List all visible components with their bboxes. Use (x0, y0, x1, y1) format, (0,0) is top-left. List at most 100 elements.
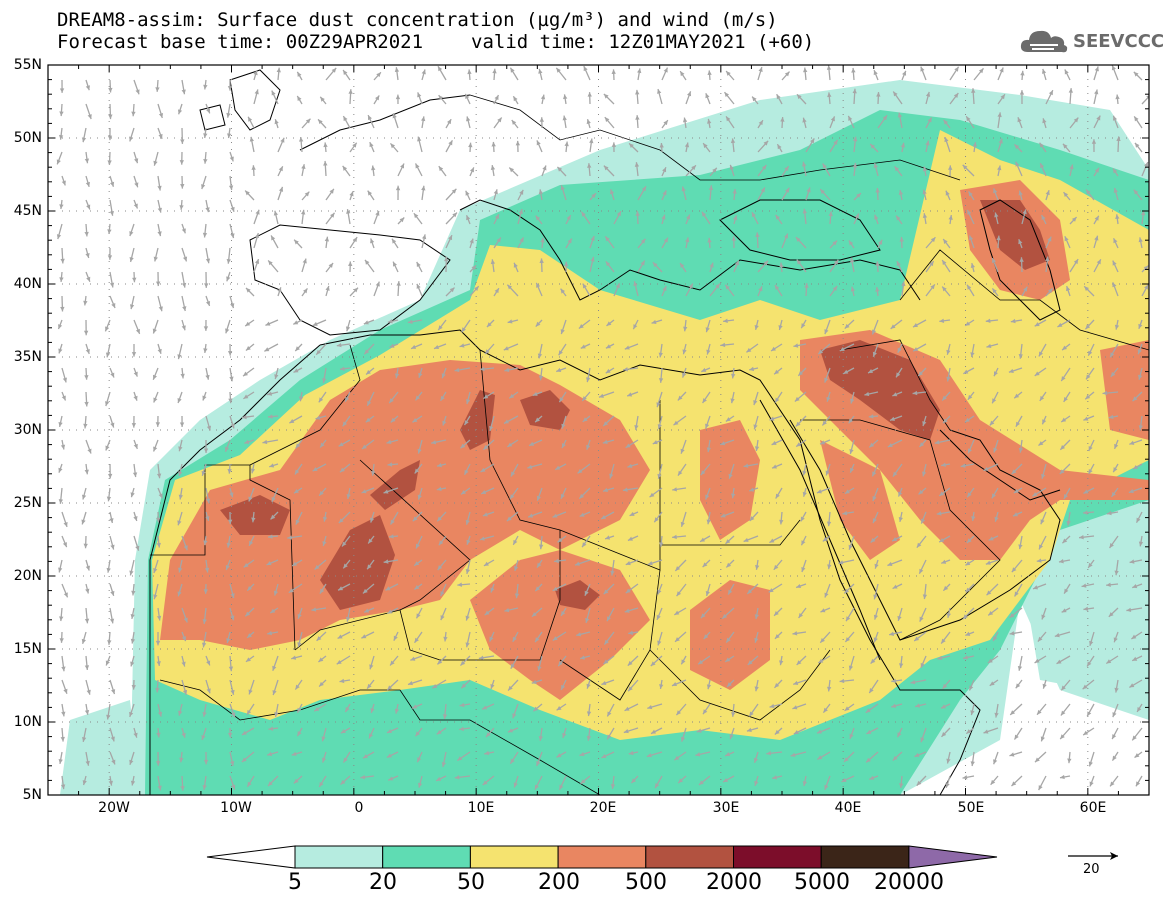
wind-arrow (319, 583, 327, 594)
wind-arrow (672, 534, 687, 540)
wind-arrow (469, 285, 480, 297)
wind-arrow (273, 583, 279, 596)
wind-arrow (894, 165, 903, 177)
wind-arrow (178, 487, 183, 500)
wind-arrow (274, 119, 279, 129)
wind-arrow (225, 319, 231, 334)
wind-arrow (466, 116, 471, 129)
wind-arrow (133, 535, 140, 551)
wind-arrow (919, 607, 927, 622)
wind-arrow (674, 631, 687, 643)
wind-arrow (324, 236, 330, 249)
wind-arrow (484, 750, 495, 756)
wind-arrow (509, 751, 519, 765)
lon-label-50e: 50E (957, 800, 985, 816)
wind-arrow (1060, 415, 1071, 423)
wind-arrow (671, 679, 687, 687)
wind-arrow (675, 703, 687, 716)
wind-arrow (157, 487, 163, 499)
wind-arrow (201, 175, 207, 190)
wind-arrow (363, 319, 375, 325)
wind-arrow (61, 655, 66, 672)
wind-arrow (876, 92, 881, 105)
wind-arrow (277, 186, 284, 201)
dust-band-500-2000-algeria-n (370, 460, 420, 510)
wind-arrow (872, 343, 879, 357)
wind-arrow (202, 391, 207, 401)
wind-arrow (972, 142, 977, 153)
wind-arrow (1069, 117, 1079, 129)
wind-arrow (105, 439, 111, 451)
wind-arrow (898, 655, 904, 669)
wind-arrow (697, 655, 711, 665)
wind-arrow (1021, 209, 1027, 225)
wind-arrow (963, 367, 975, 375)
wind-arrow (277, 287, 282, 297)
wind-arrow (133, 439, 138, 450)
wind-arrow (83, 535, 88, 549)
wind-arrow (629, 511, 639, 517)
wind-arrow (361, 631, 375, 639)
wind-arrow (971, 88, 976, 105)
wind-arrow (1131, 655, 1143, 662)
wind-arrow (510, 655, 519, 670)
wind-arrow (1131, 631, 1143, 640)
wind-arrow (1083, 285, 1095, 297)
wind-arrow (457, 582, 471, 587)
wind-arrow (465, 631, 471, 648)
wind-arrow (1058, 559, 1071, 564)
wind-arrow (339, 678, 351, 684)
wind-arrow (892, 91, 903, 105)
colorbar-label-20: 20 (369, 870, 397, 895)
wind-arrow (1134, 751, 1143, 759)
wind-arrow (730, 138, 736, 153)
wind-arrow (552, 511, 567, 518)
wind-arrow (991, 287, 999, 297)
wind-arrow (560, 185, 567, 201)
wind-arrow (887, 559, 903, 567)
wind-arrow (578, 319, 591, 329)
wind-arrow (731, 487, 736, 499)
colorbar-label-5: 5 (288, 870, 302, 895)
wind-arrow (793, 727, 807, 735)
wind-arrow (900, 142, 906, 153)
wind-arrow (851, 67, 856, 81)
wind-arrow (1087, 343, 1095, 357)
wind-arrow (459, 655, 471, 667)
wind-arrow (157, 295, 163, 312)
wind-arrow (579, 655, 591, 660)
wind-reference-label: 20 (1083, 862, 1100, 877)
wind-arrow (552, 631, 567, 641)
wind-arrow (657, 88, 663, 105)
wind-arrow (657, 583, 663, 595)
wind-arrow (733, 215, 738, 225)
wind-arrow (152, 439, 159, 452)
wind-arrow (229, 487, 234, 498)
wind-arrow (681, 367, 687, 378)
wind-arrow (1040, 511, 1047, 525)
wind-arrow (336, 655, 351, 665)
wind-arrow (301, 191, 310, 201)
wind-arrow (1032, 583, 1047, 590)
wind-arrow (873, 583, 879, 600)
wind-arrow (554, 463, 567, 471)
wind-arrow (267, 751, 279, 756)
wind-arrow (1061, 343, 1071, 351)
wind-arrow (685, 214, 691, 225)
wind-arrow (339, 366, 351, 371)
lat-label-15n: 15N (13, 641, 42, 657)
wind-arrow (776, 143, 783, 153)
wind-arrow (157, 127, 163, 140)
wind-arrow (225, 559, 231, 571)
wind-arrow (587, 163, 592, 177)
wind-arrow (337, 631, 351, 640)
wind-arrow (983, 463, 999, 472)
wind-arrow (775, 487, 783, 499)
wind-arrow (1129, 559, 1143, 564)
wind-arrow (701, 211, 711, 225)
wind-arrow (205, 367, 210, 380)
border-sudan (649, 649, 831, 721)
wind-arrow (493, 189, 498, 201)
wind-arrow (338, 511, 351, 524)
wind-arrow (109, 607, 115, 624)
